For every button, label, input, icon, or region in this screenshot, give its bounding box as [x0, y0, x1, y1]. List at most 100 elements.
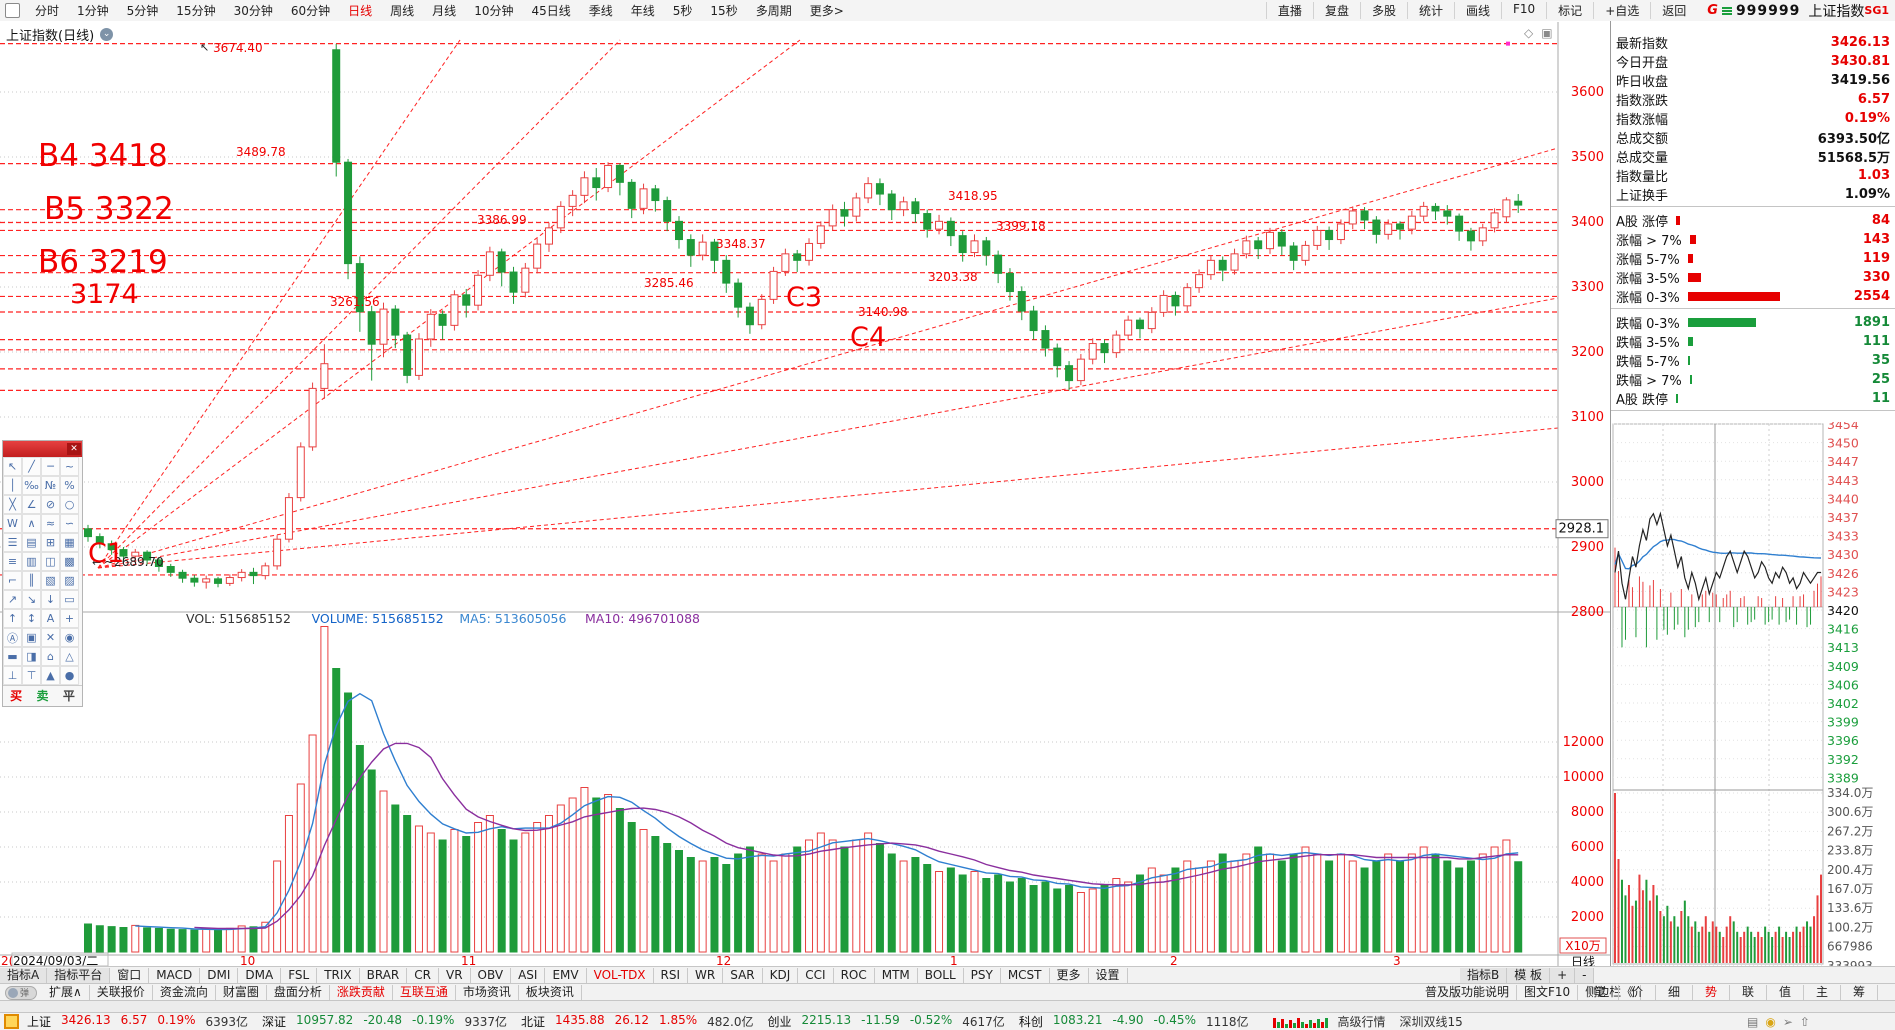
tool-icon[interactable]: +	[60, 609, 79, 628]
palette-action-平[interactable]: 平	[62, 689, 75, 703]
panel-icon[interactable]: ▣	[1541, 26, 1553, 40]
indicator-tab-MACD[interactable]: MACD	[149, 968, 201, 983]
tab-指标A[interactable]: 指标A	[0, 968, 48, 983]
indicator-tab-ROC[interactable]: ROC	[834, 968, 875, 983]
tool-icon[interactable]: ▩	[60, 552, 79, 571]
tab-模 板[interactable]: 模 板	[1507, 968, 1551, 983]
function-tab-财富圈[interactable]: 财富圈	[216, 985, 267, 1000]
function-tab-盘面分析[interactable]: 盘面分析	[267, 985, 330, 1000]
menu-action-返回[interactable]: 返回	[1650, 2, 1697, 19]
tool-icon[interactable]: ‰	[22, 476, 41, 495]
diamond-icon[interactable]: ◇	[1524, 26, 1534, 40]
menu-period-日线[interactable]: 日线	[348, 4, 373, 18]
indicator-tab-MTM[interactable]: MTM	[875, 968, 918, 983]
tool-icon[interactable]: ∽	[60, 514, 79, 533]
indicator-tab-BRAR[interactable]: BRAR	[360, 968, 408, 983]
menu-action-统计[interactable]: 统计	[1406, 2, 1454, 19]
tool-icon[interactable]: ↖	[3, 457, 22, 476]
tool-icon[interactable]: ⌂	[41, 647, 60, 666]
tool-icon[interactable]: ↗	[3, 590, 22, 609]
tool-icon[interactable]: ⊞	[41, 533, 60, 552]
indicator-tab-更多[interactable]: 更多	[1050, 968, 1089, 983]
indicator-tab-CR[interactable]: CR	[407, 968, 439, 983]
function-tab-扩展∧[interactable]: 扩展∧	[42, 985, 90, 1000]
indicator-tab-ASI[interactable]: ASI	[511, 968, 546, 983]
menu-period-年线[interactable]: 年线	[630, 4, 655, 18]
tool-icon[interactable]: ✕	[41, 628, 60, 647]
tool-icon[interactable]: △	[60, 647, 79, 666]
tool-icon[interactable]: ∠	[22, 495, 41, 514]
mini-tab-势[interactable]: 势	[1693, 985, 1730, 1000]
mini-tab-联[interactable]: 联	[1730, 985, 1767, 1000]
close-icon[interactable]: ✕	[67, 443, 81, 455]
tool-icon[interactable]: ≈	[41, 514, 60, 533]
indicator-tab-KDJ[interactable]: KDJ	[763, 968, 799, 983]
function-tab-涨跌贡献[interactable]: 涨跌贡献	[330, 985, 393, 1000]
tool-icon[interactable]: Ⓐ	[3, 628, 22, 647]
tool-icon[interactable]: №	[41, 476, 60, 495]
tool-icon[interactable]: ~	[60, 457, 79, 476]
tool-icon[interactable]: ↑	[3, 609, 22, 628]
menu-period-15秒[interactable]: 15秒	[710, 4, 738, 18]
indicator-tab-窗口[interactable]: 窗口	[110, 968, 150, 983]
tool-icon[interactable]: ↘	[22, 590, 41, 609]
menu-period-月线[interactable]: 月线	[432, 4, 457, 18]
tool-icon[interactable]: ◉	[60, 628, 79, 647]
mini-tab-值[interactable]: 值	[1767, 985, 1804, 1000]
tool-icon[interactable]: ≡	[3, 552, 22, 571]
tool-icon[interactable]: ▧	[41, 571, 60, 590]
tool-icon[interactable]: %	[60, 476, 79, 495]
indicator-tab-FSL[interactable]: FSL	[281, 968, 318, 983]
tool-icon[interactable]: ●	[60, 666, 79, 685]
tool-icon[interactable]: W	[3, 514, 22, 533]
tab-图文F10[interactable]: 图文F10	[1517, 985, 1579, 1000]
tool-icon[interactable]: ▥	[22, 552, 41, 571]
mini-tab-细[interactable]: 细	[1656, 985, 1693, 1000]
menu-period-分时[interactable]: 分时	[35, 4, 60, 18]
tool-icon[interactable]: ↕	[22, 609, 41, 628]
tool-icon[interactable]: ↓	[41, 590, 60, 609]
menu-action-画线[interactable]: 画线	[1453, 2, 1501, 19]
menu-action-+自选[interactable]: +自选	[1593, 2, 1650, 19]
function-tab-资金流向[interactable]: 资金流向	[153, 985, 216, 1000]
indicator-tab-PSY[interactable]: PSY	[964, 968, 1001, 983]
indicator-tab-MCST[interactable]: MCST	[1001, 968, 1050, 983]
indicator-tab-EMV[interactable]: EMV	[545, 968, 587, 983]
menu-period-周线[interactable]: 周线	[390, 4, 415, 18]
mini-tab-筹[interactable]: 筹	[1841, 985, 1878, 1000]
tool-icon[interactable]: ◫	[41, 552, 60, 571]
indicator-tab-SAR[interactable]: SAR	[723, 968, 763, 983]
tool-icon[interactable]: ⊤	[22, 666, 41, 685]
menu-period-1分钟[interactable]: 1分钟	[77, 4, 109, 18]
menu-period-15分钟[interactable]: 15分钟	[176, 4, 216, 18]
menu-period-季线[interactable]: 季线	[588, 4, 613, 18]
menu-action-直播[interactable]: 直播	[1265, 2, 1313, 19]
palette-action-卖[interactable]: 卖	[36, 689, 49, 703]
status-icon-0[interactable]: ▤	[1747, 1014, 1759, 1029]
function-tab-关联报价[interactable]: 关联报价	[90, 985, 153, 1000]
tool-icon[interactable]: │	[3, 476, 22, 495]
tool-icon[interactable]: ║	[22, 571, 41, 590]
menu-period-多周期[interactable]: 多周期	[755, 4, 792, 18]
tab-指标平台[interactable]: 指标平台	[47, 968, 111, 983]
function-tab-市场资讯[interactable]: 市场资讯	[456, 985, 519, 1000]
indicator-tab-RSI[interactable]: RSI	[654, 968, 689, 983]
tab-指标B[interactable]: 指标B	[1460, 968, 1508, 983]
menu-period-45日线[interactable]: 45日线	[531, 4, 571, 18]
indicator-tab-BOLL[interactable]: BOLL	[918, 968, 964, 983]
status-高级行情[interactable]: 高级行情	[1337, 1015, 1386, 1029]
menu-action-复盘[interactable]: 复盘	[1312, 2, 1360, 19]
palette-header[interactable]: ✕	[3, 441, 82, 457]
menu-period-10分钟[interactable]: 10分钟	[474, 4, 514, 18]
palette-action-买[interactable]: 买	[10, 689, 23, 703]
tool-icon[interactable]: A	[41, 609, 60, 628]
chevron-down-icon[interactable]: ⌄	[100, 28, 114, 41]
intraday-mini-chart[interactable]: 3454 3450 3447 3443 3440 3437 3433 3430 3426 3423…	[1611, 422, 1895, 966]
candlestick-chart-canvas[interactable]: 3600350034003300320031003000290028001200…	[0, 21, 1610, 969]
status-icon-2[interactable]: ➢	[1782, 1014, 1793, 1029]
main-chart-region[interactable]: 上证指数(日线) ⌄ ◇ ▣ 3600 3500 3400 3300 3200 3100 3…	[0, 21, 1610, 969]
menu-action-F10[interactable]: F10	[1501, 2, 1546, 19]
menu-period-5分钟[interactable]: 5分钟	[126, 4, 159, 18]
mini-tab-主[interactable]: 主	[1804, 985, 1841, 1000]
menu-period-更多>[interactable]: 更多>	[809, 4, 844, 18]
